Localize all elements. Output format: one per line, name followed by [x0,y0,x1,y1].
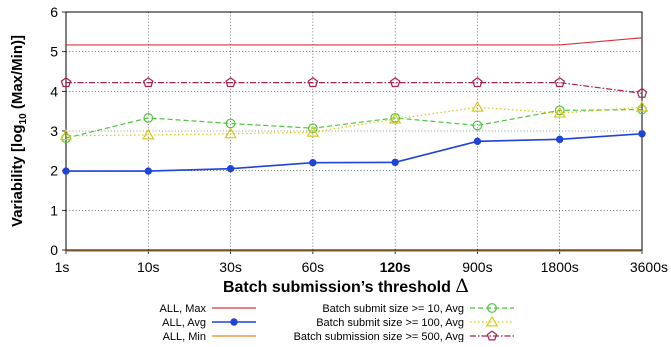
legend: ALL, Max ALL, Avg ALL, Min Batch submit siz… [160,303,514,343]
data-point [556,135,564,144]
data-point [307,77,319,88]
legend-item-all-avg: ALL, Avg [162,317,256,329]
data-point [224,127,237,139]
data-point [554,105,565,116]
x-tick-label: 120s [380,259,411,275]
x-tick-label: 900s [462,259,492,275]
legend-item-all-max: ALL, Max [160,303,256,315]
data-point [143,113,154,123]
data-point [638,130,646,138]
legend-label: ALL, Max [160,303,207,315]
legend-item-batch-submit-size-100-avg: Batch submit size >= 100, Avg [316,315,514,329]
series-line [66,132,643,172]
legend-marker [486,330,498,341]
legend-label: ALL, Avg [162,317,206,329]
data-point [388,112,402,124]
data-point [306,125,320,137]
legend-item-all-min: ALL, Min [163,331,256,343]
series-line [66,37,643,46]
axis-labels: Variability [log10 (Max/Min)] Batch submi… [9,35,469,297]
data-point [472,77,483,88]
x-tick-label: 3600s [630,259,668,275]
series-all-max [66,37,643,46]
data-point [62,167,70,175]
legend-label: Batch submit size >= 10, Avg [322,303,464,315]
legend-marker [487,303,497,313]
data-point [60,77,72,88]
grid [65,11,643,251]
x-axis-label: Batch submission’s threshold Δ [223,275,469,297]
y-tick-label: 3 [50,123,58,139]
series [59,37,649,252]
data-point [554,77,565,88]
legend-label: Batch submission size >= 500, Avg [294,331,464,342]
y-tick-label: 4 [50,83,58,99]
x-tick-label: 1800s [541,259,579,275]
data-point [226,164,235,173]
y-tick-label: 2 [50,163,58,179]
x-tick-label: 10s [137,259,160,275]
data-point [473,137,482,146]
y-tick-label: 1 [50,202,58,218]
legend-item-batch-submit-size-10-avg: Batch submit size >= 10, Avg [322,303,514,315]
data-point [143,77,154,88]
x-tick-label: 1s [55,259,70,275]
data-point [391,158,399,167]
y-tick-label: 0 [50,242,58,258]
y-axis-label: Variability [log10 (Max/Min)] [9,35,29,227]
y-tick-label: 6 [50,4,58,20]
data-point [307,123,318,134]
legend-marker [230,318,238,326]
data-point [225,77,236,88]
data-point [389,77,401,88]
data-point [59,129,73,141]
legend-label: Batch submit size >= 100, Avg [316,317,464,329]
series-all-avg [62,130,646,175]
series-batch-submit-size-100-avg [59,100,649,141]
data-point [553,106,566,118]
data-point [309,159,317,167]
legend-label: ALL, Min [163,331,206,342]
y-tick-label: 5 [50,44,58,60]
series-line [65,106,643,137]
series-line [66,82,643,94]
series-line [65,108,643,139]
series-batch-submission-size-500-avg [60,77,648,98]
data-point [635,100,649,112]
data-point [144,167,152,175]
data-point [142,128,155,140]
legend-marker [485,315,499,327]
legend-item-batch-submission-size-500-avg: Batch submission size >= 500, Avg [294,330,514,343]
data-point [472,120,483,131]
x-tick-label: 60s [302,259,325,275]
data-point [471,100,484,112]
data-point [636,87,648,98]
x-tick-label: 30s [219,259,242,275]
